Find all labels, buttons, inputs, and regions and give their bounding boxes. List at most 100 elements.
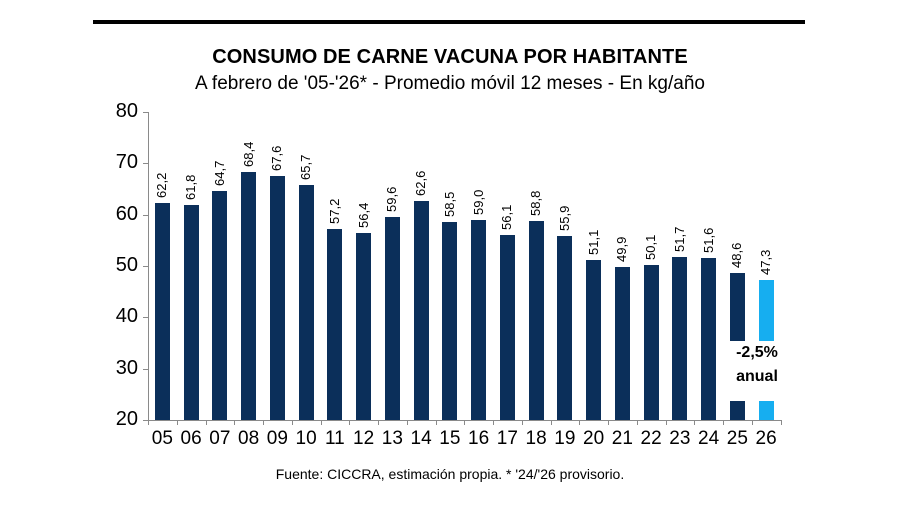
bar-value-label: 56,4 xyxy=(355,202,371,229)
x-tick-label: 07 xyxy=(209,428,231,449)
y-tick xyxy=(143,317,148,319)
x-tick-label: 15 xyxy=(439,428,461,449)
bar xyxy=(154,203,170,420)
x-tick xyxy=(723,420,724,425)
x-tick-label: 26 xyxy=(755,428,777,449)
x-tick xyxy=(406,420,408,425)
x-tick xyxy=(263,420,264,425)
x-tick-label: 06 xyxy=(180,428,202,449)
annual-change-annotation: -2,5% anual xyxy=(722,341,792,401)
bar-value-label: 57,2 xyxy=(326,198,342,225)
bar-value-label: 49,9 xyxy=(614,236,630,262)
x-tick xyxy=(148,420,149,425)
x-tick-label: 14 xyxy=(410,428,432,449)
x-tick xyxy=(751,420,753,425)
bar-value-label: 58,8 xyxy=(528,190,544,216)
y-tick xyxy=(143,214,148,216)
bar xyxy=(183,205,199,420)
bar xyxy=(586,260,602,420)
x-tick xyxy=(550,420,552,425)
y-tick-label: 60 xyxy=(115,202,138,225)
bar xyxy=(672,257,688,420)
x-tick xyxy=(464,420,466,425)
x-tick-label: 13 xyxy=(381,428,403,449)
bar-value-label: 51,1 xyxy=(585,230,601,256)
x-tick xyxy=(349,420,351,425)
x-tick-label: 08 xyxy=(238,428,260,449)
bar-value-label: 48,6 xyxy=(729,242,745,269)
bar xyxy=(413,201,429,420)
x-tick xyxy=(320,420,322,425)
x-tick xyxy=(579,420,581,425)
x-tick xyxy=(665,420,667,425)
bar xyxy=(442,222,458,420)
bar-value-label: 64,7 xyxy=(211,160,227,186)
bar-value-label: 59,0 xyxy=(470,189,486,215)
bar xyxy=(356,233,372,420)
x-tick xyxy=(608,420,609,425)
x-tick xyxy=(234,420,236,425)
bar xyxy=(384,216,400,420)
bar-value-label: 62,2 xyxy=(154,173,170,199)
bar xyxy=(269,175,285,420)
y-axis xyxy=(148,112,149,420)
x-tick xyxy=(521,420,523,425)
x-tick-label: 22 xyxy=(640,428,662,449)
chart-title: CONSUMO DE CARNE VACUNA POR HABITANTE xyxy=(212,46,688,68)
x-tick-label: 23 xyxy=(669,428,691,449)
x-tick xyxy=(636,420,638,425)
bar-value-label: 68,4 xyxy=(240,141,256,167)
bar-value-label: 61,8 xyxy=(183,175,199,201)
y-tick-label: 20 xyxy=(115,408,138,430)
bar xyxy=(298,185,314,420)
x-tick xyxy=(780,420,782,425)
bar-value-label: 65,7 xyxy=(298,155,314,181)
bar xyxy=(327,229,343,420)
bar xyxy=(528,220,544,420)
bar xyxy=(241,171,257,420)
chart-subtitle: A febrero de '05-'26* - Promedio móvil 1… xyxy=(195,73,705,94)
bar xyxy=(643,265,659,420)
bar-value-label: 58,5 xyxy=(441,192,457,218)
bar-value-label: 59,6 xyxy=(384,186,400,212)
x-tick-label: 17 xyxy=(496,428,518,449)
bar-value-label: 51,7 xyxy=(671,226,687,253)
bar-value-label: 47,3 xyxy=(758,249,774,275)
annotation-percent: -2,5% xyxy=(736,344,778,361)
bar-value-label: 56,1 xyxy=(499,204,515,230)
x-tick-label: 11 xyxy=(325,428,345,449)
x-tick xyxy=(176,420,178,425)
bar xyxy=(212,190,228,420)
bar xyxy=(471,219,487,420)
bar-value-label: 55,9 xyxy=(556,205,572,231)
x-tick-label: 09 xyxy=(266,428,288,449)
x-tick xyxy=(378,420,379,425)
source-note: Fuente: CICCRA, estimación propia. * '24… xyxy=(275,466,625,482)
bar xyxy=(701,257,717,420)
bar-value-label: 62,6 xyxy=(413,171,429,197)
x-tick xyxy=(694,420,696,425)
top-rule xyxy=(93,20,805,24)
x-tick-label: 18 xyxy=(525,428,547,449)
x-tick-label: 19 xyxy=(554,428,576,449)
y-tick-label: 30 xyxy=(115,356,138,379)
y-tick-label: 80 xyxy=(115,100,138,122)
bar-value-label: 51,6 xyxy=(700,227,716,253)
bar xyxy=(614,266,630,420)
x-tick xyxy=(435,420,437,425)
x-tick xyxy=(205,420,207,425)
x-tick xyxy=(493,420,494,425)
bar-value-label: 50,1 xyxy=(643,235,659,261)
bar-value-label: 67,6 xyxy=(269,145,285,171)
y-tick xyxy=(143,368,148,370)
y-tick-label: 40 xyxy=(115,305,138,328)
x-tick xyxy=(291,420,293,425)
x-tick-label: 16 xyxy=(468,428,490,449)
y-tick xyxy=(143,112,148,113)
bar xyxy=(557,235,573,420)
y-tick-label: 70 xyxy=(115,151,138,174)
x-tick-label: 21 xyxy=(611,428,633,449)
x-tick-label: 25 xyxy=(726,428,748,449)
y-tick xyxy=(143,420,148,421)
